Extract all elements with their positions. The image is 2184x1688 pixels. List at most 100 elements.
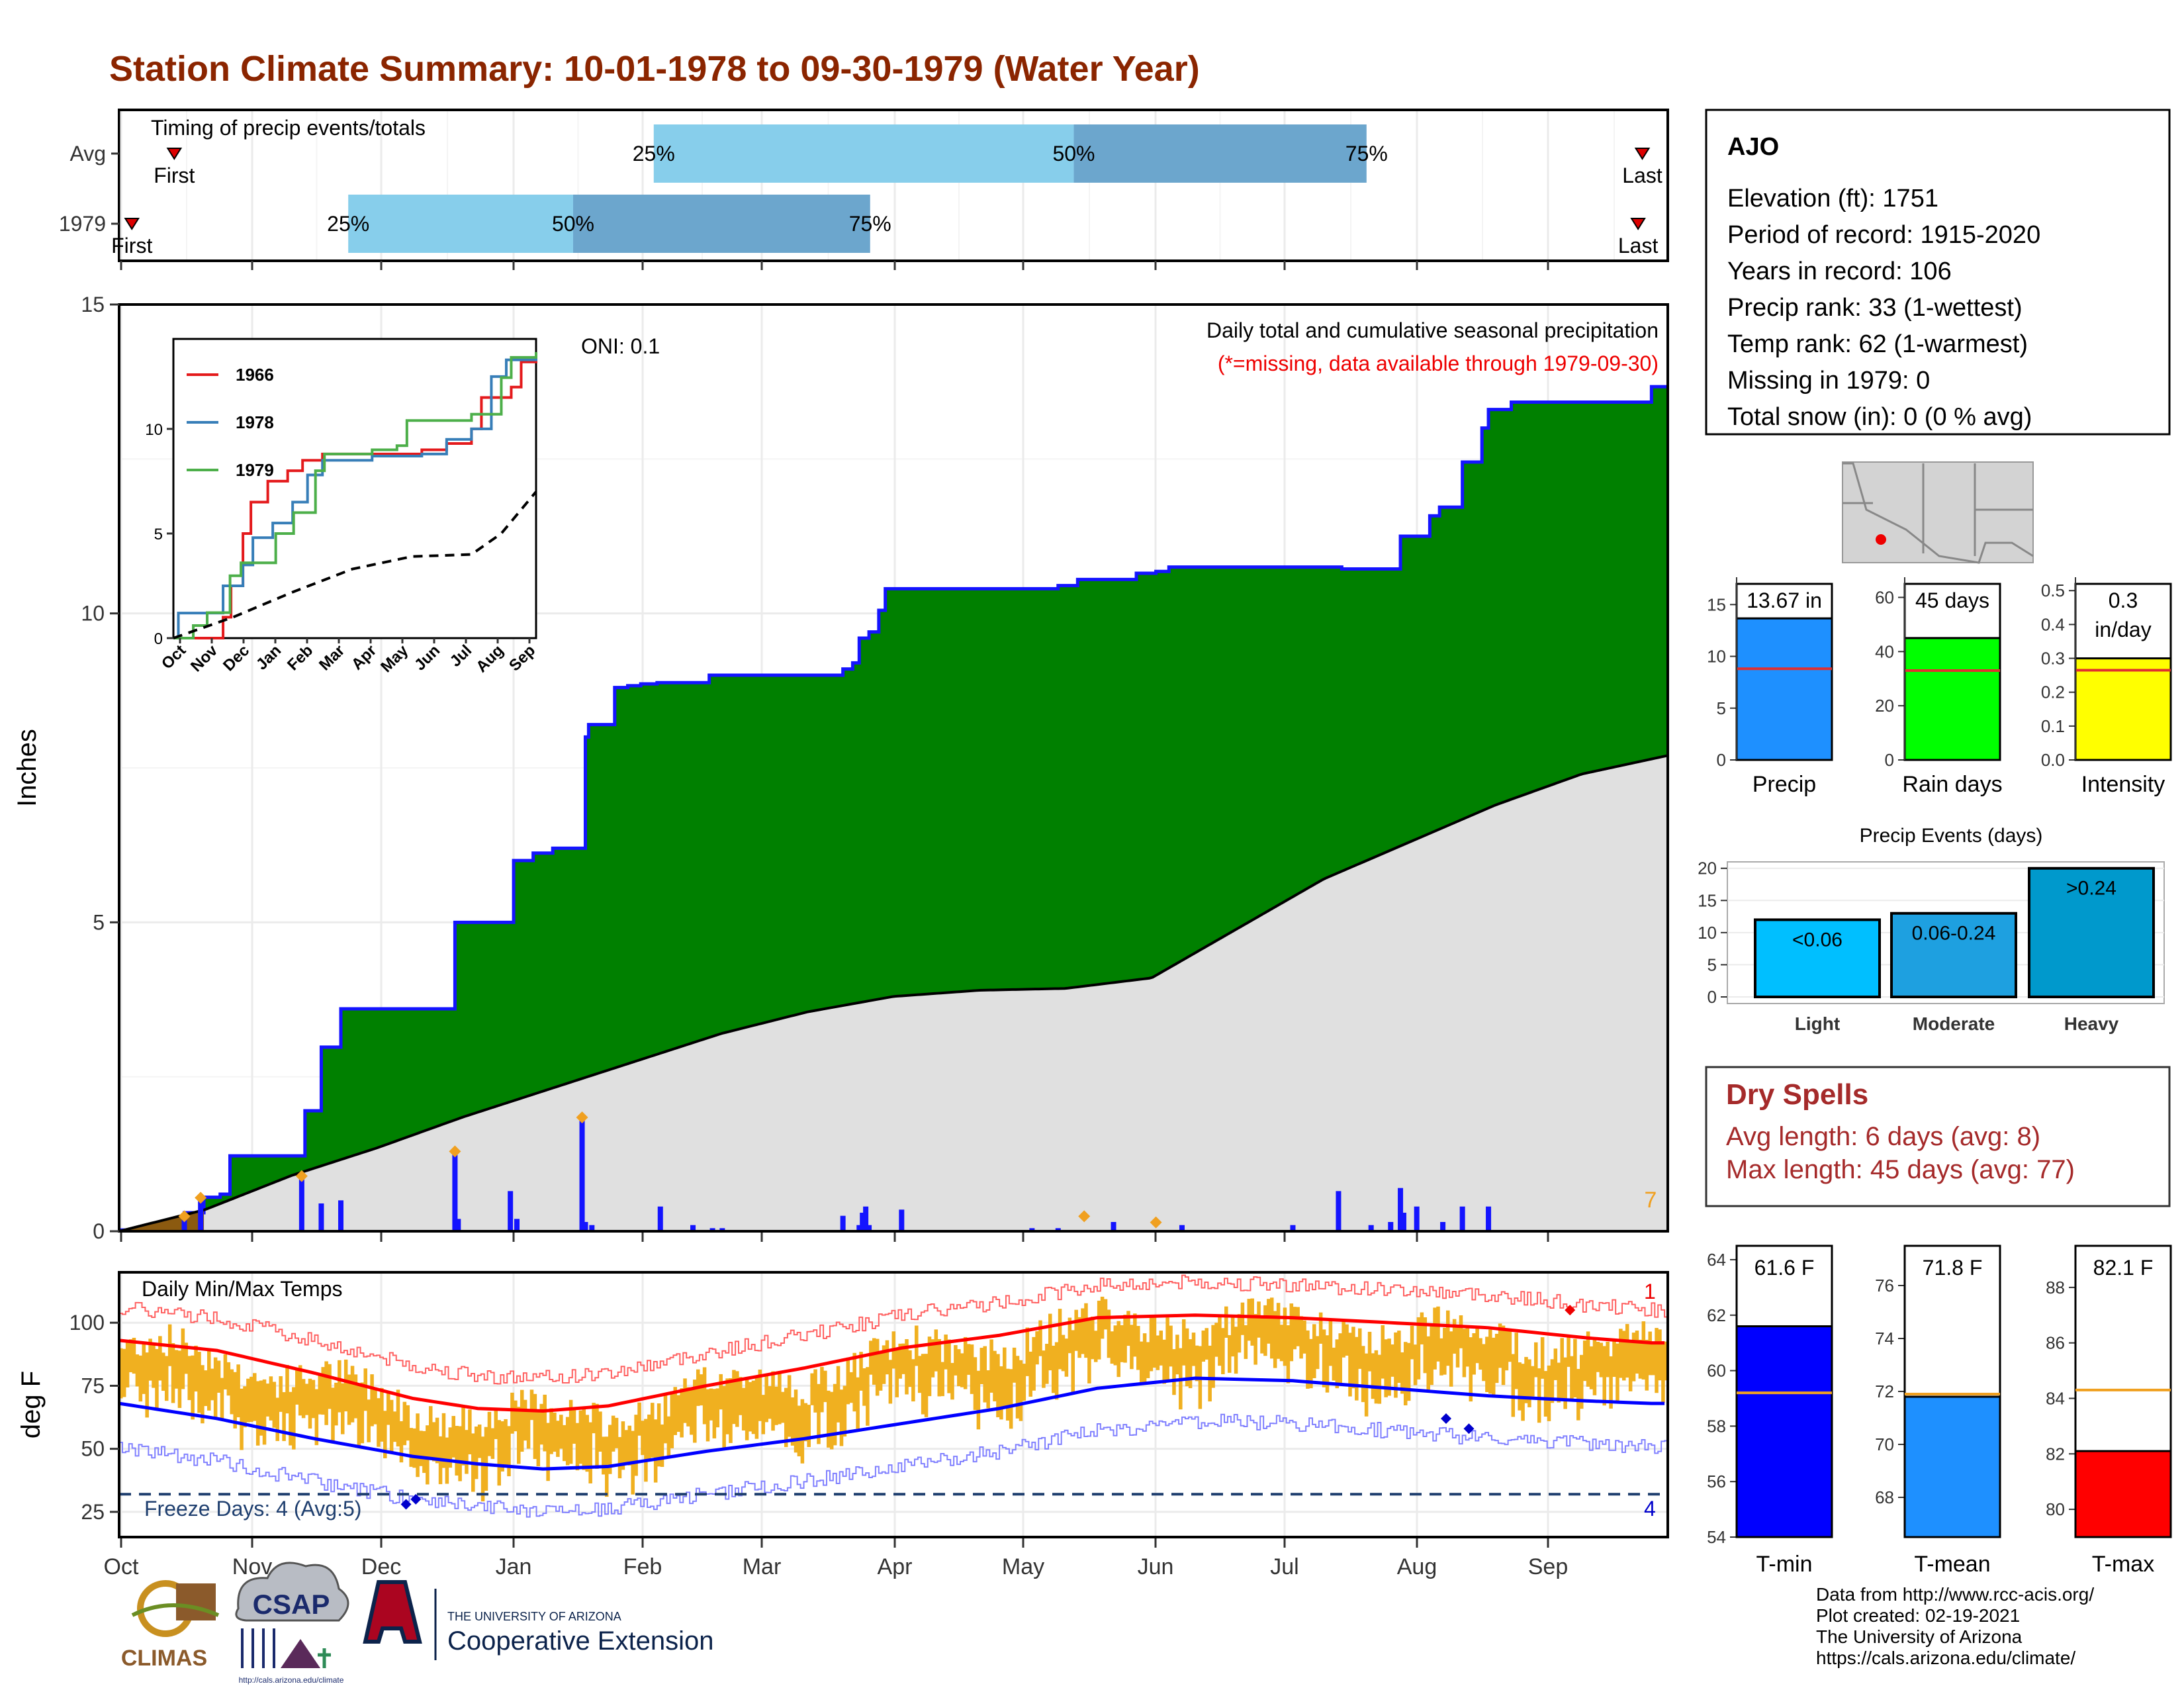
temp-summary-y-tick-label: 54 [1707, 1527, 1726, 1547]
daily-temp-bar [210, 1368, 214, 1401]
daily-temp-bar [931, 1339, 935, 1378]
daily-temp-bar [686, 1387, 690, 1427]
daily-temp-bar [627, 1425, 632, 1466]
inset-legend-label: 1979 [236, 460, 274, 480]
daily-temp-bar [250, 1376, 253, 1423]
daily-temp-bar [1003, 1347, 1007, 1407]
daily-temp-bar [878, 1351, 883, 1391]
daily-temp-bar [236, 1364, 240, 1418]
daily-temp-bar [856, 1377, 860, 1429]
timing-panel: Timing of precip events/totals Avg 25% 50%… [59, 109, 1669, 270]
daily-temp-bar [817, 1383, 821, 1444]
daily-temp-bar [416, 1413, 420, 1477]
first-event-label: First [111, 234, 152, 258]
daily-temp-bar [343, 1359, 348, 1412]
temp-summary-bar-charts: 54 56 58 60 62 64 61.6 F T-min 68 70 72 74 76 71.8 F T… [1707, 1244, 2172, 1577]
ua-logo: THE UNIVERSITY OF ARIZONA Cooperative Ex… [363, 1580, 713, 1660]
daily-temp-bar [771, 1371, 775, 1431]
temp-summary-y-tick-label: 58 [1707, 1416, 1726, 1436]
daily-temp-bar [1521, 1364, 1525, 1421]
daily-temp-bar [340, 1383, 345, 1434]
daily-temp-bar [790, 1397, 795, 1446]
daily-temp-bar [827, 1390, 831, 1448]
timing-p50-label: 50% [1052, 142, 1095, 165]
summary-bar [1735, 617, 1833, 761]
daily-temp-bar [836, 1366, 841, 1423]
station-detail-line: Period of record: 1915-2020 [1727, 221, 2040, 249]
daily-temp-bar [468, 1409, 472, 1455]
daily-temp-bar [1068, 1317, 1072, 1354]
daily-temp-bar [252, 1373, 257, 1421]
record-markers [400, 1305, 1576, 1510]
daily-temp-bar [1142, 1333, 1147, 1382]
daily-temp-bar [1602, 1346, 1606, 1406]
daily-temp-bar [1439, 1338, 1443, 1376]
daily-temp-bar [1596, 1341, 1600, 1372]
daily-temp-bar [784, 1387, 788, 1448]
temp-summary-label: T-max [2092, 1552, 2154, 1577]
daily-temp-bar [223, 1354, 228, 1389]
daily-temp-bar [1416, 1317, 1421, 1380]
precip-y-axis: 0 5 10 15 [81, 293, 119, 1243]
daily-temp-bar [1631, 1333, 1636, 1382]
record-high-count: 1 [1644, 1280, 1656, 1303]
temp-summary-y-tick-label: 82 [2046, 1444, 2065, 1464]
daily-temp-bar [1638, 1339, 1643, 1379]
daily-temp-bar [1306, 1330, 1310, 1389]
daily-temp-bar [269, 1376, 273, 1421]
daily-temp-bar [1107, 1309, 1111, 1358]
daily-temp-bar [614, 1417, 619, 1448]
daily-temp-bar [924, 1354, 929, 1417]
daily-precip-bar [860, 1213, 866, 1231]
daily-temp-bar [1599, 1342, 1604, 1378]
daily-precip-bar [866, 1225, 872, 1231]
climas-logo: CLIMAS [121, 1580, 220, 1671]
climas-logo-text: CLIMAS [121, 1646, 207, 1671]
month-label: Oct [104, 1554, 139, 1579]
daily-temp-bar [298, 1365, 302, 1416]
daily-temp-bar [523, 1399, 527, 1441]
daily-temp-bar [1309, 1338, 1313, 1389]
daily-temp-bar [201, 1365, 205, 1424]
daily-temp-bar [1218, 1314, 1222, 1366]
daily-temp-bar [954, 1344, 958, 1376]
daily-temp-bar [1286, 1325, 1291, 1383]
daily-temp-bar [1058, 1309, 1062, 1370]
daily-temp-bar [402, 1401, 407, 1446]
daily-temp-bar [1511, 1354, 1516, 1417]
daily-temp-bar [1641, 1321, 1646, 1380]
daily-temp-bar [1553, 1348, 1558, 1380]
timing-bar-50-75 [572, 195, 870, 253]
daily-temp-bar [663, 1393, 668, 1444]
daily-temp-bar [383, 1411, 387, 1458]
daily-temp-bar [177, 1350, 182, 1408]
daily-temp-bar [363, 1368, 367, 1411]
daily-temp-bar [1531, 1366, 1535, 1397]
daily-temp-bar [1452, 1319, 1457, 1354]
temp-summary-value: 82.1 F [2093, 1256, 2154, 1280]
daily-temp-bar [1172, 1349, 1176, 1395]
daily-temp-bar [1191, 1333, 1196, 1366]
daily-temp-bar [1028, 1351, 1032, 1397]
daily-temp-bar [357, 1383, 361, 1447]
daily-temp-bar [1491, 1337, 1496, 1397]
daily-temp-bar [885, 1340, 889, 1375]
daily-temp-bar [1479, 1338, 1482, 1370]
daily-precip-bar [856, 1225, 862, 1231]
daily-precip-bar [1388, 1222, 1394, 1231]
summary-bar-frame [1903, 583, 2001, 639]
record-day-marker [195, 1192, 207, 1204]
daily-temp-bar [657, 1403, 661, 1467]
daily-temp-bar [1035, 1331, 1039, 1365]
daily-precip-bar [719, 1228, 725, 1231]
daily-temp-bar [304, 1383, 309, 1415]
daily-temp-bar [122, 1348, 126, 1397]
daily-temp-bar [174, 1350, 179, 1389]
daily-temp-bar [1152, 1315, 1157, 1368]
daily-temp-bar [849, 1372, 854, 1403]
footer-credit-line: https://cals.arizona.edu/climate/ [1816, 1648, 2075, 1668]
temp-summary-chart: 54 56 58 60 62 64 61.6 F T-min [1707, 1244, 1833, 1577]
daily-temp-bar [1573, 1338, 1577, 1397]
daily-temp-bar [722, 1385, 726, 1450]
